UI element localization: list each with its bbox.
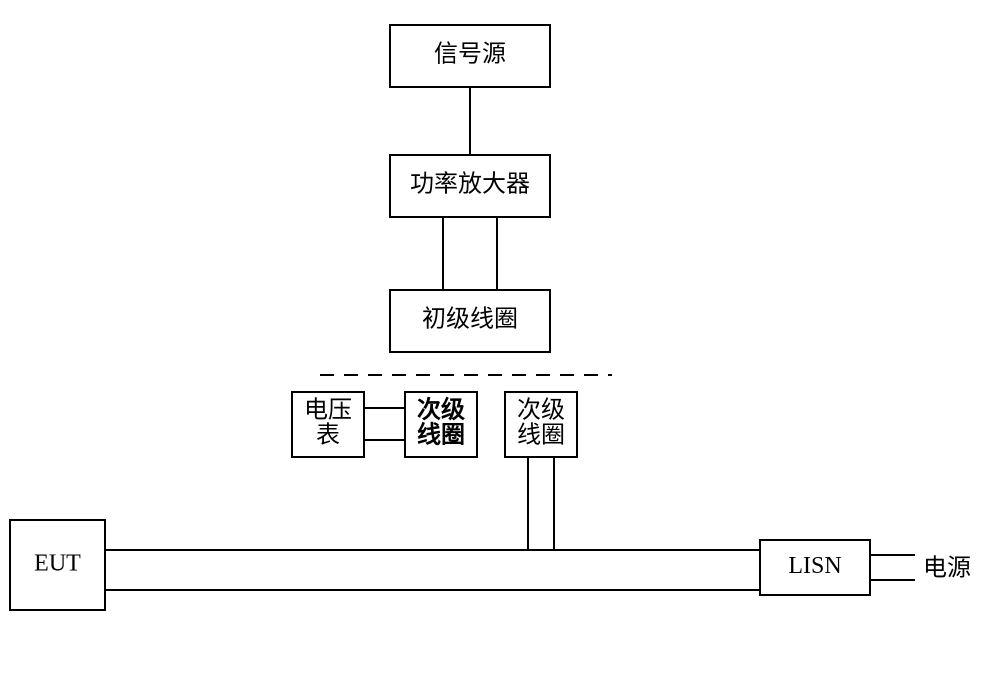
power-source-label: 电源	[923, 555, 971, 582]
node-eut: EUT	[10, 520, 105, 610]
block-diagram: 信号源功率放大器初级线圈电压表次级线圈次级线圈EUTLISN电源	[0, 0, 1000, 695]
node-label-line: 表	[316, 422, 340, 449]
node-label-line: 线圈	[417, 422, 465, 449]
node-label-line: 次级	[417, 395, 465, 423]
node-sec_coil_right: 次级线圈	[505, 392, 577, 457]
node-sec_coil_left: 次级线圈	[405, 392, 477, 457]
node-label-line: 线圈	[517, 422, 565, 449]
node-label: 功率放大器	[410, 171, 530, 198]
node-label-line: 次级	[517, 396, 565, 423]
node-label: 初级线圈	[422, 306, 518, 333]
node-voltmeter: 电压表	[292, 392, 364, 457]
node-label: 信号源	[434, 41, 506, 68]
node-label-line: 电压	[304, 396, 352, 423]
node-label: LISN	[788, 553, 841, 579]
node-label: EUT	[34, 551, 81, 577]
node-primary_coil: 初级线圈	[390, 290, 550, 352]
node-lisn: LISN	[760, 540, 870, 595]
node-signal_source: 信号源	[390, 25, 550, 87]
node-power_amp: 功率放大器	[390, 155, 550, 217]
